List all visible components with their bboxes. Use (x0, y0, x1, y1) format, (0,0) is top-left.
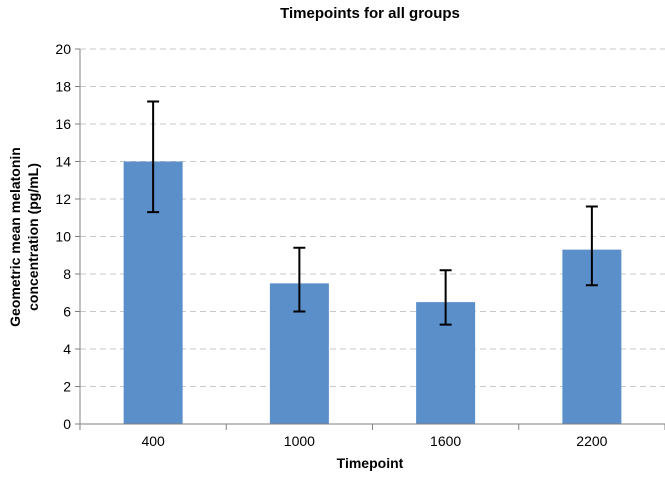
x-axis-ticks: 400 1000 1600 2200 (79, 424, 665, 449)
x-tick-label: 1600 (430, 433, 461, 449)
y-tick-label: 4 (63, 341, 71, 357)
y-tick-label: 10 (55, 229, 71, 245)
y-tick-label: 18 (55, 79, 71, 95)
y-tick-label: 6 (63, 304, 71, 320)
bars (123, 161, 622, 424)
y-axis-label-line-2: concentration (pg/mL) (25, 163, 41, 311)
y-axis-label-line-1: Geometric mean melatonin (7, 147, 23, 327)
y-tick-label: 8 (63, 266, 71, 282)
y-tick-label: 20 (55, 41, 71, 57)
x-tick-label: 2200 (576, 433, 607, 449)
x-tick-label: 1000 (284, 433, 315, 449)
y-tick-label: 2 (63, 379, 71, 395)
chart-title: Timepoints for all groups (280, 5, 460, 22)
error-bars (147, 100, 598, 326)
y-tick-label: 16 (55, 116, 71, 132)
y-tick-label: 14 (55, 154, 71, 170)
y-axis-label: Geometric mean melatonin concentration (… (7, 147, 41, 327)
y-axis-ticks: 0 2 4 6 8 10 12 14 16 18 20 (55, 41, 80, 432)
y-tick-label: 0 (63, 416, 71, 432)
x-axis-label: Timepoint (337, 455, 404, 471)
y-tick-label: 12 (55, 191, 71, 207)
gridlines (80, 48, 665, 387)
x-tick-label: 400 (141, 433, 165, 449)
